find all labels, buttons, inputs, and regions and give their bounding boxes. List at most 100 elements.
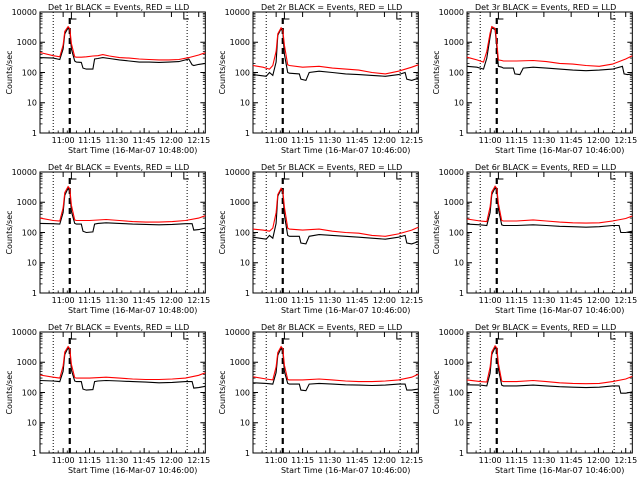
x-tick-label: 11:45: [559, 296, 582, 305]
flag-marker: [284, 172, 290, 180]
flag-marker: [284, 332, 290, 340]
x-tick-label: 11:30: [532, 136, 555, 145]
x-tick-label: 11:30: [105, 456, 128, 465]
flag-marker: [497, 332, 504, 340]
flag-marker: [609, 12, 616, 20]
flag-marker: [70, 172, 77, 180]
y-tick-label: 10: [453, 259, 463, 268]
chart-title: Det 7r BLACK = Events, RED = LLD: [48, 323, 189, 332]
series-line-lld: [253, 26, 419, 75]
y-tick-label: 10000: [225, 328, 250, 337]
x-tick-label: 12:00: [160, 296, 183, 305]
y-tick-label: 100: [22, 229, 37, 238]
x-tick-label: 11:45: [133, 136, 156, 145]
y-tick-label: 10: [27, 419, 37, 428]
x-tick-label: 12:15: [401, 456, 424, 465]
series-line-events: [39, 187, 206, 234]
chart-panel-8: Det 8r BLACK = Events, RED = LLD 1 10 100 10…: [218, 323, 424, 475]
y-tick-label: 1: [245, 289, 250, 298]
y-tick-label: 10: [453, 99, 463, 108]
x-tick-label: 12:15: [614, 456, 637, 465]
y-tick-label: 100: [235, 69, 250, 78]
y-tick-label: 100: [235, 229, 250, 238]
y-tick-label: 1: [459, 289, 464, 298]
x-tick-label: 12:15: [187, 296, 210, 305]
flag-marker: [609, 172, 616, 180]
x-tick-label: 12:15: [614, 136, 637, 145]
y-tick-label: 100: [448, 229, 463, 238]
plot-frame: [252, 331, 420, 454]
flag-marker: [396, 332, 403, 340]
y-tick-label: 1000: [230, 38, 250, 47]
y-tick-label: 10: [240, 419, 250, 428]
y-tick-label: 100: [235, 389, 250, 398]
x-tick-label: 11:30: [532, 296, 555, 305]
chart-title: Det 8r BLACK = Events, RED = LLD: [261, 323, 402, 332]
flag-marker: [183, 332, 189, 340]
x-axis-label: Start Time (16-Mar-07 10:46:00): [495, 466, 624, 475]
chart-panel-4: Det 4r BLACK = Events, RED = LLD 1 10 100 10…: [5, 163, 210, 315]
x-axis-label: Start Time (16-Mar-07 10:46:00): [281, 466, 410, 475]
flag-marker: [70, 12, 77, 20]
chart-title: Det 4r BLACK = Events, RED = LLD: [48, 163, 189, 172]
y-axis-label: Counts/sec: [5, 370, 14, 414]
flag-marker: [396, 172, 403, 180]
x-tick-label: 12:00: [160, 136, 183, 145]
y-tick-label: 10: [27, 99, 37, 108]
x-tick-label: 11:45: [133, 296, 156, 305]
x-tick-label: 11:00: [265, 296, 288, 305]
x-tick-label: 11:00: [478, 296, 501, 305]
y-axis-label: Counts/sec: [218, 210, 227, 254]
y-axis-label: Counts/sec: [432, 370, 441, 414]
y-tick-label: 10000: [12, 8, 37, 17]
x-tick-label: 11:30: [319, 136, 342, 145]
series-line-lld: [39, 345, 206, 381]
series-line-events: [253, 187, 419, 245]
chart-title: Det 6r BLACK = Events, RED = LLD: [475, 163, 616, 172]
flag-marker: [70, 332, 77, 340]
x-tick-label: 11:00: [478, 136, 501, 145]
chart-panel-7: Det 7r BLACK = Events, RED = LLD 1 10 100 10…: [5, 323, 210, 475]
series-line-lld: [39, 185, 206, 223]
chart-title: Det 1r BLACK = Events, RED = LLD: [48, 3, 189, 12]
chart-title: Det 3r BLACK = Events, RED = LLD: [475, 3, 616, 12]
flag-marker: [284, 12, 290, 20]
y-tick-label: 1000: [17, 358, 37, 367]
x-tick-label: 11:30: [532, 456, 555, 465]
x-tick-label: 11:00: [52, 296, 75, 305]
y-tick-label: 1: [459, 129, 464, 138]
x-tick-label: 11:30: [105, 296, 128, 305]
x-tick-label: 12:15: [401, 136, 424, 145]
y-tick-label: 10: [27, 259, 37, 268]
series-line-lld: [466, 185, 633, 224]
x-tick-label: 11:30: [319, 456, 342, 465]
y-tick-label: 100: [448, 389, 463, 398]
y-tick-label: 1: [245, 129, 250, 138]
y-axis-label: Counts/sec: [5, 50, 14, 94]
flag-marker: [396, 12, 403, 20]
x-tick-label: 11:45: [133, 456, 156, 465]
plot-frame: [466, 171, 633, 294]
x-tick-label: 11:15: [505, 296, 528, 305]
x-tick-label: 12:15: [187, 456, 210, 465]
chart-panel-9: Det 9r BLACK = Events, RED = LLD 1 10 100 10…: [432, 323, 637, 475]
x-tick-label: 11:00: [52, 136, 75, 145]
x-tick-label: 12:15: [401, 296, 424, 305]
chart-title: Det 9r BLACK = Events, RED = LLD: [475, 323, 616, 332]
x-tick-label: 11:15: [78, 456, 101, 465]
y-tick-label: 1: [459, 449, 464, 458]
x-tick-label: 11:30: [105, 136, 128, 145]
x-tick-label: 11:15: [505, 456, 528, 465]
y-tick-label: 1: [32, 289, 37, 298]
x-tick-label: 11:45: [346, 136, 369, 145]
x-tick-label: 11:00: [478, 456, 501, 465]
chart-panel-3: Det 3r BLACK = Events, RED = LLD 1 10 100 10…: [432, 3, 637, 155]
plot-frame: [39, 171, 206, 294]
x-tick-label: 11:45: [559, 456, 582, 465]
x-axis-label: Start Time (16-Mar-07 10:46:00): [495, 306, 624, 315]
plot-frame: [252, 171, 420, 294]
x-axis-label: Start Time (16-Mar-07 10:48:00): [68, 146, 197, 155]
flag-marker: [497, 172, 504, 180]
series-line-lld: [253, 345, 419, 383]
